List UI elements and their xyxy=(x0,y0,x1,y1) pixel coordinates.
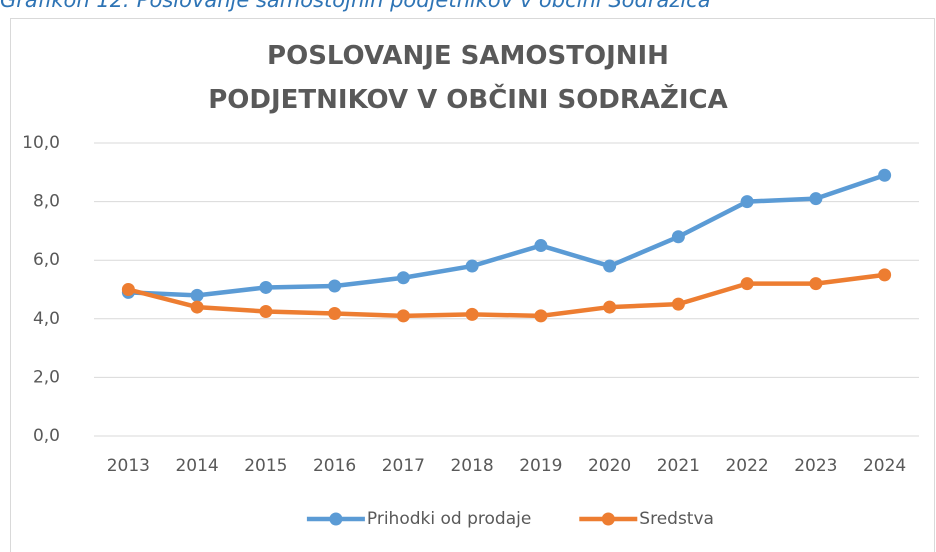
x-tick-label: 2018 xyxy=(450,456,493,476)
x-tick-label: 2024 xyxy=(863,456,906,476)
point xyxy=(671,297,685,311)
y-tick-label: 10,0 xyxy=(22,133,60,153)
legend-marker xyxy=(601,512,615,526)
y-tick-label: 4,0 xyxy=(33,309,60,329)
x-tick-label: 2020 xyxy=(588,456,631,476)
point xyxy=(603,300,617,314)
point xyxy=(190,300,204,314)
x-tick-label: 2013 xyxy=(107,456,150,476)
y-tick-label: 6,0 xyxy=(33,250,60,270)
point xyxy=(740,195,754,209)
point xyxy=(809,277,823,291)
point xyxy=(878,168,892,182)
point xyxy=(328,279,342,293)
x-tick-label: 2021 xyxy=(657,456,700,476)
point xyxy=(396,271,410,285)
x-tick-label: 2015 xyxy=(244,456,287,476)
caption: Grafikon 12: Poslovanje samostojnih podj… xyxy=(0,0,711,12)
x-tick-label: 2017 xyxy=(382,456,425,476)
series-line xyxy=(128,173,886,298)
point xyxy=(259,280,273,294)
chart-title: POSLOVANJE SAMOSTOJNIH PODJETNIKOV V OBČ… xyxy=(208,41,728,115)
point xyxy=(878,268,892,282)
y-tick-label: 2,0 xyxy=(33,367,60,387)
point xyxy=(534,309,548,323)
y-tick-label: 8,0 xyxy=(33,192,60,212)
legend-marker xyxy=(329,512,343,526)
chart-border xyxy=(10,18,935,552)
series-line xyxy=(127,272,885,319)
legend-label: Prihodki od prodaje xyxy=(367,509,531,529)
x-tick-label: 2019 xyxy=(519,456,562,476)
point xyxy=(190,288,204,302)
point xyxy=(740,277,754,291)
point xyxy=(465,307,479,321)
x-tick-label: 2014 xyxy=(175,456,218,476)
point xyxy=(121,283,135,296)
point xyxy=(534,239,548,253)
point xyxy=(671,230,685,244)
y-tick-label: 0,0 xyxy=(33,426,60,446)
point xyxy=(603,259,617,273)
point xyxy=(809,192,823,206)
legend-label: Sredstva xyxy=(639,509,714,529)
point xyxy=(465,259,479,273)
x-tick-label: 2023 xyxy=(794,456,837,476)
x-tick-label: 2022 xyxy=(725,456,768,476)
x-tick-label: 2016 xyxy=(313,456,356,476)
point xyxy=(396,309,410,323)
point xyxy=(328,307,342,321)
point xyxy=(259,304,273,318)
